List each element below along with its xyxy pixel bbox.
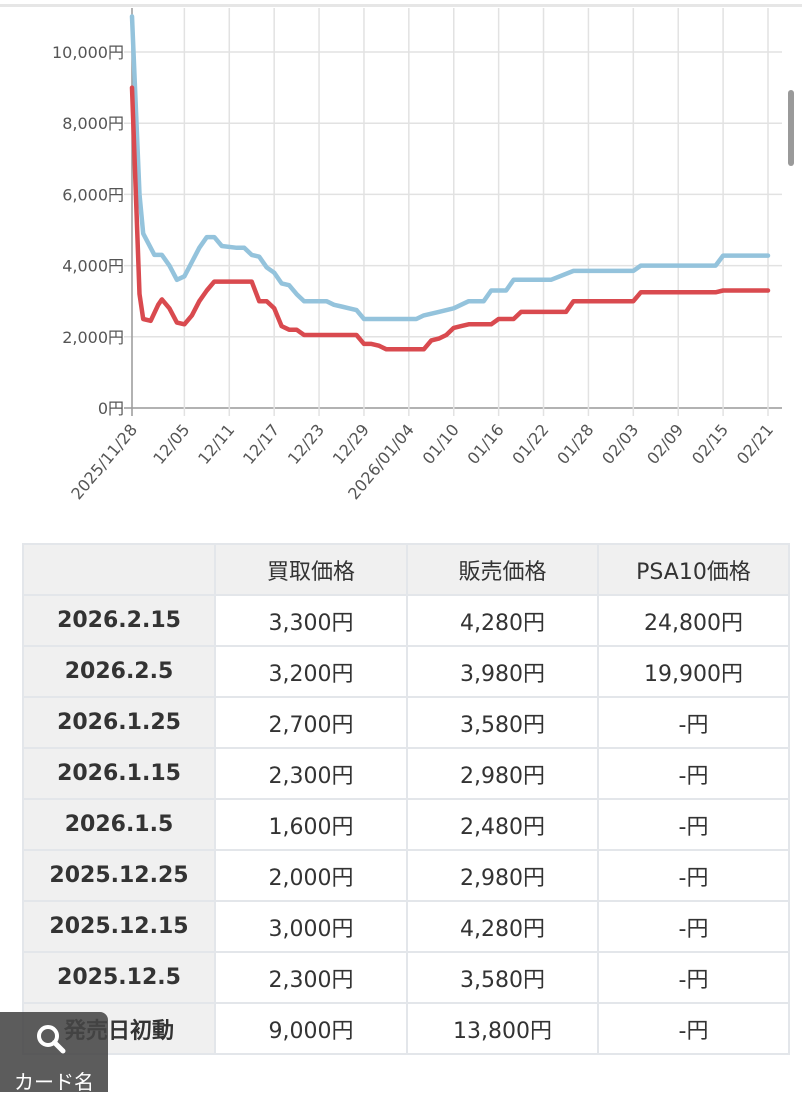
price-cell: -円 xyxy=(597,747,790,800)
y-tick-label: 4,000円 xyxy=(62,257,124,276)
price-cell: 2,000円 xyxy=(214,849,408,902)
column-header: 販売価格 xyxy=(406,543,599,596)
price-cell: 3,580円 xyxy=(406,951,599,1004)
column-header xyxy=(22,543,216,596)
price-cell: 24,800円 xyxy=(597,594,790,647)
x-tick-label: 02/03 xyxy=(598,420,642,468)
price-cell: 1,600円 xyxy=(214,798,408,851)
price-table: 買取価格 販売価格 PSA10価格 2026.2.15 3,300円 4,280円 24,… xyxy=(22,543,790,1055)
price-cell: -円 xyxy=(597,1002,790,1055)
row-date: 2025.12.25 xyxy=(22,849,216,902)
table-row: 2025.12.15 3,000円 4,280円 -円 xyxy=(22,900,790,953)
x-tick-label: 02/09 xyxy=(643,420,687,468)
price-cell: 3,000円 xyxy=(214,900,408,953)
x-tick-label: 02/21 xyxy=(733,420,777,468)
price-cell: -円 xyxy=(597,951,790,1004)
price-cell: 2,300円 xyxy=(214,747,408,800)
x-tick-label: 12/11 xyxy=(194,420,238,468)
price-cell: 13,800円 xyxy=(406,1002,599,1055)
price-chart: 0円 2,000円 4,000円 6,000円 8,000円 10,000円 2025/11… xyxy=(52,8,782,503)
price-cell: 19,900円 xyxy=(597,645,790,698)
price-cell: 3,200円 xyxy=(214,645,408,698)
price-cell: 3,300円 xyxy=(214,594,408,647)
price-cell: 9,000円 xyxy=(214,1002,408,1055)
table-row: 2025.12.25 2,000円 2,980円 -円 xyxy=(22,849,790,902)
scrollbar[interactable] xyxy=(788,90,794,166)
price-cell: 2,980円 xyxy=(406,747,599,800)
card-search-button[interactable]: カード名 xyxy=(0,1012,108,1094)
table-row: 2025.12.5 2,300円 3,580円 -円 xyxy=(22,951,790,1004)
y-tick-label: 8,000円 xyxy=(62,114,124,133)
y-tick-label: 0円 xyxy=(98,399,124,418)
top-divider xyxy=(0,4,802,7)
price-cell: -円 xyxy=(597,798,790,851)
search-button-label: カード名 xyxy=(14,1070,94,1094)
y-tick-label: 10,000円 xyxy=(52,43,124,62)
table-row: 2026.1.15 2,300円 2,980円 -円 xyxy=(22,747,790,800)
x-tick-label: 12/23 xyxy=(284,420,328,468)
price-cell: -円 xyxy=(597,696,790,749)
row-date: 2026.1.5 xyxy=(22,798,216,851)
x-tick-label: 01/10 xyxy=(419,420,463,468)
x-tick-label: 02/15 xyxy=(688,420,732,468)
price-cell: 2,700円 xyxy=(214,696,408,749)
x-tick-label: 01/22 xyxy=(508,420,552,468)
price-cell: 2,300円 xyxy=(214,951,408,1004)
column-header: 買取価格 xyxy=(214,543,408,596)
series-line-buy-price xyxy=(129,85,771,352)
table-header-row: 買取価格 販売価格 PSA10価格 xyxy=(22,543,790,596)
series-line-sell-price xyxy=(129,14,771,322)
row-date: 2026.1.25 xyxy=(22,696,216,749)
row-date: 2026.2.15 xyxy=(22,594,216,647)
table-row: 2026.1.5 1,600円 2,480円 -円 xyxy=(22,798,790,851)
price-cell: -円 xyxy=(597,900,790,953)
price-cell: 3,980円 xyxy=(406,645,599,698)
column-header: PSA10価格 xyxy=(597,543,790,596)
table-row: 2026.1.25 2,700円 3,580円 -円 xyxy=(22,696,790,749)
search-icon xyxy=(37,1025,66,1054)
x-tick-label: 12/29 xyxy=(329,420,373,468)
x-tick-label: 12/17 xyxy=(239,420,283,468)
price-cell: -円 xyxy=(597,849,790,902)
table-row: 発売日初動 9,000円 13,800円 -円 xyxy=(22,1002,790,1055)
row-date: 2026.2.5 xyxy=(22,645,216,698)
price-cell: 2,480円 xyxy=(406,798,599,851)
table-row: 2026.2.15 3,300円 4,280円 24,800円 xyxy=(22,594,790,647)
row-date: 2025.12.15 xyxy=(22,900,216,953)
x-tick-label: 01/16 xyxy=(464,420,508,468)
price-cell: 3,580円 xyxy=(406,696,599,749)
price-cell: 2,980円 xyxy=(406,849,599,902)
y-tick-label: 6,000円 xyxy=(62,185,124,204)
row-date: 2025.12.5 xyxy=(22,951,216,1004)
table-row: 2026.2.5 3,200円 3,980円 19,900円 xyxy=(22,645,790,698)
price-cell: 4,280円 xyxy=(406,594,599,647)
x-tick-label: 01/28 xyxy=(553,420,597,468)
row-date: 2026.1.15 xyxy=(22,747,216,800)
price-cell: 4,280円 xyxy=(406,900,599,953)
x-tick-label: 2025/11/28 xyxy=(67,420,141,503)
x-tick-label: 12/05 xyxy=(149,420,193,468)
y-tick-label: 2,000円 xyxy=(62,328,124,347)
